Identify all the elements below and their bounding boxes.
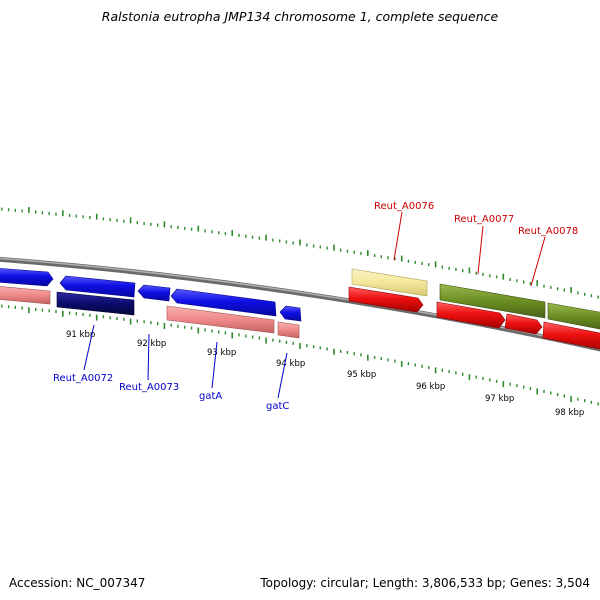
tick-label-98: 98 kbp [555,408,584,418]
gene-arrow[interactable] [137,284,171,302]
tick-label-93: 93 kbp [207,348,236,358]
tick-label-91: 91 kbp [66,330,95,340]
gene-arrow[interactable] [59,275,136,298]
gene-box[interactable] [351,268,428,297]
gene-features [0,268,600,350]
gene-box[interactable] [0,286,51,305]
gene-box[interactable] [56,291,135,316]
gene-label-reut-a0077[interactable]: Reut_A0077 [454,214,514,225]
chromosome-backbone [0,256,600,352]
gene-arrow[interactable] [542,321,600,350]
tick-label-95: 95 kbp [347,370,376,380]
gene-arrow[interactable] [348,286,424,313]
gene-box[interactable] [166,305,275,334]
tick-label-94: 94 kbp [276,359,305,369]
gene-label-reut-a0072[interactable]: Reut_A0072 [53,373,113,384]
tick-label-92: 92 kbp [137,339,166,349]
gene-arrow[interactable] [0,268,54,287]
gene-arrow[interactable] [279,305,302,322]
gene-label-gata[interactable]: gatA [199,391,222,402]
gene-label-gatc[interactable]: gatC [266,401,289,412]
gene-box[interactable] [547,302,600,330]
label-leaders [83,211,546,399]
gene-arrow[interactable] [170,288,277,317]
upper-tick-ruler [1,207,599,299]
gene-box[interactable] [439,283,546,319]
accession-text: Accession: NC_007347 [9,576,146,590]
gene-label-reut-a0078[interactable]: Reut_A0078 [518,226,578,237]
gene-label-reut-a0076[interactable]: Reut_A0076 [374,201,434,212]
tick-label-97: 97 kbp [485,394,514,404]
gene-label-reut-a0073[interactable]: Reut_A0073 [119,382,179,393]
gene-box[interactable] [277,321,300,339]
tick-label-96: 96 kbp [416,382,445,392]
lower-tick-ruler [1,304,599,406]
gene-arrow[interactable] [436,301,506,329]
gene-arrow[interactable] [504,313,543,335]
map-title: Ralstonia eutropha JMP134 chromosome 1, … [101,9,499,24]
topology-summary: Topology: circular; Length: 3,806,533 bp… [260,576,590,590]
